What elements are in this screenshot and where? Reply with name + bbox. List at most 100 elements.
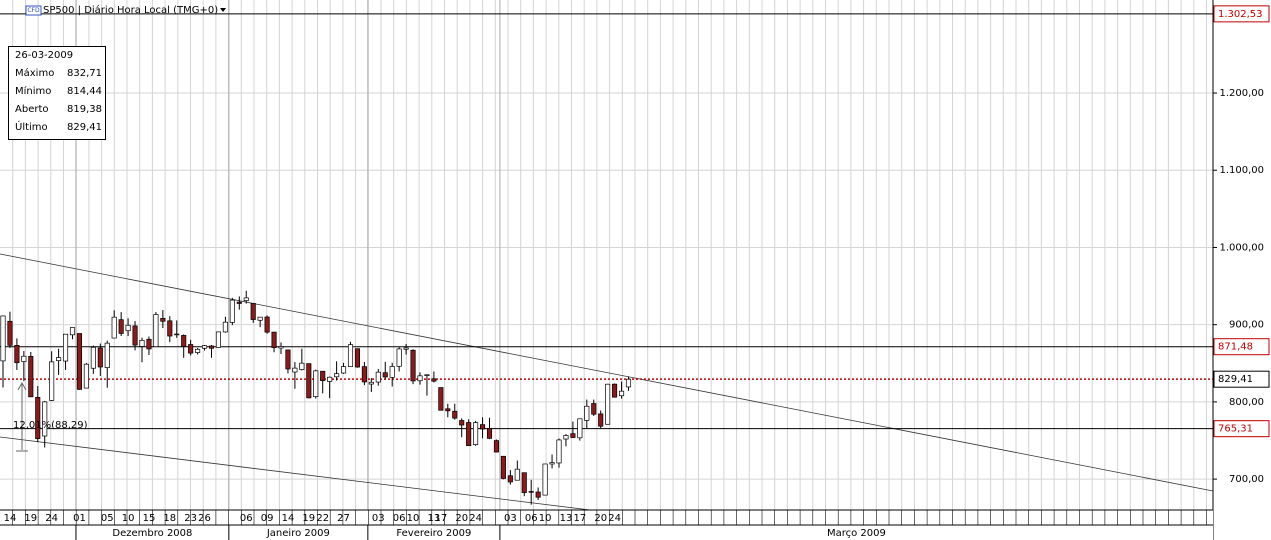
x-tick-label: 24 xyxy=(608,513,621,524)
candle-body xyxy=(431,378,437,382)
level-box xyxy=(1213,5,1270,23)
candle-body xyxy=(146,338,152,350)
candle-body xyxy=(459,420,465,426)
trend-line-lower xyxy=(0,436,591,511)
candle-body xyxy=(354,348,361,368)
info-label: Último xyxy=(15,122,48,133)
info-label: Aberto xyxy=(15,104,49,115)
chart-title: SP500 | Diário Hora Local (TMG+0) xyxy=(43,4,218,16)
x-tick-label: 17 xyxy=(434,513,447,524)
candle-body xyxy=(188,344,194,354)
candle-body xyxy=(403,347,409,350)
candle-body xyxy=(125,324,131,332)
info-row: Mínimo 814,44 xyxy=(15,83,105,101)
month-label: Março 2009 xyxy=(827,528,886,539)
levels: 1.302,53 871,48 829,41 765,31 xyxy=(0,5,1270,438)
x-tick-label: 10 xyxy=(539,513,552,524)
candle-body xyxy=(111,316,117,339)
candle-body xyxy=(299,362,305,370)
candle-body xyxy=(42,401,48,437)
candle-body xyxy=(76,333,83,390)
candle-body xyxy=(215,331,222,348)
candle-body xyxy=(625,378,632,388)
x-tick-label: 26 xyxy=(198,513,211,524)
x-tick-label: 22 xyxy=(316,513,329,524)
info-label: Mínimo xyxy=(15,86,52,97)
info-row: Aberto 819,38 xyxy=(15,101,105,119)
month-label: Janeiro 2009 xyxy=(266,528,330,539)
candle-body xyxy=(236,301,242,304)
candle-body xyxy=(118,319,124,334)
level-label: 829,41 xyxy=(1218,374,1253,385)
candle-body xyxy=(500,455,506,479)
candle-body xyxy=(222,321,228,333)
candle-body xyxy=(292,367,298,373)
x-tick-label: 15 xyxy=(143,513,156,524)
x-tick-label: 10 xyxy=(407,513,420,524)
x-tick-label: 24 xyxy=(45,513,58,524)
candle-body xyxy=(327,376,333,382)
candle-body xyxy=(56,357,62,362)
x-tick-label: 19 xyxy=(302,513,315,524)
x-tick-label: 03 xyxy=(504,513,517,524)
candle-body xyxy=(28,355,34,398)
y-tick-label: 1.200,00 xyxy=(1219,88,1264,99)
info-row: Máximo 832,71 xyxy=(15,65,105,83)
annotation: 12,01%(88,29) xyxy=(13,420,88,431)
candle-body xyxy=(250,303,256,320)
candle-body xyxy=(139,339,145,347)
candle-body xyxy=(257,316,263,321)
month-label: Fevereiro 2009 xyxy=(396,528,471,539)
candle-body xyxy=(577,418,583,439)
candle-body xyxy=(514,468,520,481)
arrow-head xyxy=(17,381,27,391)
x-tick-label: 10 xyxy=(122,513,135,524)
y-tick-label: 1.000,00 xyxy=(1219,242,1264,253)
level-box xyxy=(1213,338,1270,356)
info-date: 26-03-2009 xyxy=(15,50,74,61)
candle-body xyxy=(278,346,284,349)
candle-body xyxy=(285,349,291,370)
y-tick-label: 1.100,00 xyxy=(1219,165,1264,176)
info-value: 819,38 xyxy=(67,104,102,115)
candle-body xyxy=(466,422,472,447)
title-dropdown[interactable] xyxy=(220,8,226,12)
candle-body xyxy=(618,390,625,397)
x-tick-label: 20 xyxy=(594,513,607,524)
candle-body xyxy=(306,363,312,399)
candle-body xyxy=(424,374,430,376)
level-label: 765,31 xyxy=(1218,424,1253,435)
candle-body xyxy=(62,333,69,362)
candle-body xyxy=(271,331,277,348)
candle-body xyxy=(410,349,416,382)
candle-body xyxy=(480,424,486,430)
x-tick-label: 19 xyxy=(24,513,37,524)
x-tick-label: 01 xyxy=(73,513,86,524)
candle-body xyxy=(598,413,604,427)
candle-body xyxy=(229,299,235,323)
candle-body xyxy=(69,327,76,336)
candle-body xyxy=(181,335,187,347)
y-tick-label: 900,00 xyxy=(1229,320,1264,331)
candle-body xyxy=(563,435,569,440)
candle-body xyxy=(313,370,319,397)
candle-body xyxy=(167,320,173,337)
trend-line-upper xyxy=(0,253,1214,492)
x-tick-label: 06 xyxy=(393,513,406,524)
candle-body xyxy=(396,348,402,367)
candle-body xyxy=(49,361,55,401)
candle-body xyxy=(83,363,89,389)
x-tick-label: 14 xyxy=(282,513,295,524)
candle-body xyxy=(542,463,548,496)
x-tick-label: 20 xyxy=(455,513,468,524)
y-tick-label: 800,00 xyxy=(1229,397,1264,408)
candle-body xyxy=(35,396,41,439)
candle-body xyxy=(445,408,451,412)
x-tick-label: 06 xyxy=(525,513,538,524)
candle-body xyxy=(104,342,110,368)
candle-body xyxy=(243,297,249,301)
cfd-icon-label: CFD xyxy=(27,7,40,14)
candle-body xyxy=(132,325,138,346)
